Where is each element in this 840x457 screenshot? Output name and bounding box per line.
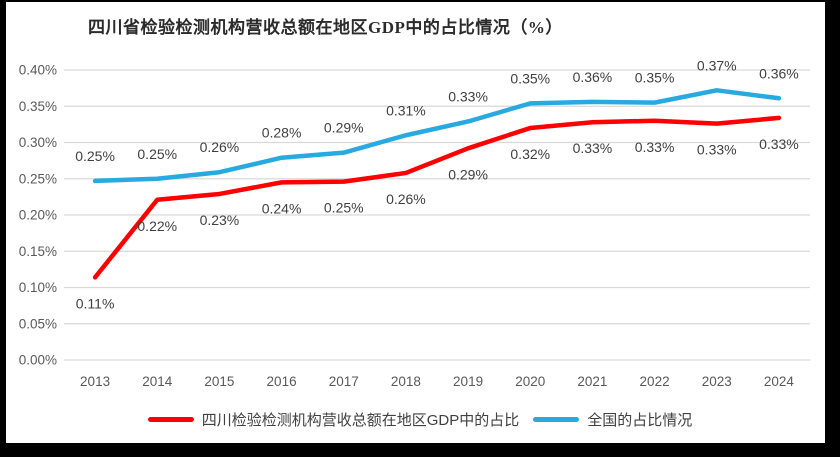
national-data-label: 0.28% — [262, 125, 302, 141]
sichuan-data-label: 0.33% — [759, 136, 799, 152]
national-data-label: 0.37% — [697, 57, 737, 73]
x-axis-tick-label: 2017 — [329, 374, 359, 389]
y-axis-tick-label: 0.10% — [19, 280, 57, 295]
x-axis-tick-label: 2019 — [453, 374, 483, 389]
sichuan-data-label: 0.26% — [386, 191, 426, 207]
chart-panel — [6, 2, 825, 443]
sichuan-data-label: 0.29% — [448, 166, 488, 182]
y-axis-tick-label: 0.30% — [19, 135, 57, 150]
y-axis-tick-label: 0.25% — [19, 171, 57, 186]
x-axis-tick-label: 2014 — [142, 374, 173, 389]
legend-label: 全国的占比情况 — [587, 411, 693, 429]
sichuan-data-label: 0.33% — [573, 140, 613, 156]
y-axis-tick-label: 0.40% — [19, 63, 57, 78]
sichuan-data-label: 0.33% — [635, 139, 675, 155]
x-axis-tick-label: 2015 — [204, 374, 234, 389]
x-axis-tick-label: 2016 — [267, 374, 297, 389]
sichuan-data-label: 0.24% — [262, 200, 302, 216]
national-data-label: 0.36% — [759, 65, 799, 81]
national-series-line — [92, 88, 782, 184]
national-data-label: 0.31% — [386, 102, 426, 118]
sichuan-data-label: 0.33% — [697, 142, 737, 158]
x-axis-tick-label: 2013 — [80, 374, 110, 389]
legend-swatch-sichuan-icon — [147, 416, 194, 422]
x-axis-tick-label: 2021 — [577, 374, 607, 389]
legend: 四川检验检测机构营收总额在地区GDP中的占比 全国的占比情况 — [0, 406, 840, 432]
sichuan-data-label: 0.25% — [324, 200, 364, 216]
sichuan-data-label: 0.22% — [137, 218, 177, 234]
y-axis-tick-label: 0.15% — [19, 244, 57, 259]
sichuan-data-label: 0.11% — [76, 295, 115, 311]
sichuan-series-line — [92, 115, 782, 280]
x-axis-tick-label: 2023 — [702, 374, 732, 389]
national-data-label: 0.26% — [200, 139, 240, 155]
national-data-label: 0.33% — [448, 88, 488, 104]
legend-item-sichuan: 四川检验检测机构营收总额在地区GDP中的占比 — [147, 409, 520, 430]
y-axis-tick-label: 0.00% — [19, 353, 57, 368]
legend-swatch-national-icon — [533, 416, 580, 422]
y-axis-tick-label: 0.05% — [19, 316, 57, 331]
x-axis-tick-label: 2024 — [764, 374, 795, 389]
national-data-label: 0.35% — [510, 70, 550, 86]
national-data-label: 0.29% — [324, 120, 364, 136]
y-axis-tick-label: 0.35% — [19, 99, 57, 114]
x-axis-tick-label: 2022 — [640, 374, 670, 389]
x-axis-tick-label: 2018 — [391, 374, 421, 389]
chart-title: 四川省检验检测机构营收总额在地区GDP中的占比情况（%） — [88, 18, 563, 37]
sichuan-data-label: 0.23% — [200, 212, 240, 228]
sichuan-data-label: 0.32% — [510, 146, 550, 162]
legend-label: 四川检验检测机构营收总额在地区GDP中的占比 — [201, 411, 520, 429]
legend-item-national: 全国的占比情况 — [533, 409, 692, 430]
national-data-label: 0.36% — [573, 69, 613, 85]
national-data-label: 0.35% — [635, 70, 675, 86]
national-data-label: 0.25% — [75, 148, 115, 164]
x-axis-tick-label: 2020 — [515, 374, 545, 389]
national-data-label: 0.25% — [137, 146, 177, 162]
y-axis-tick-label: 0.20% — [19, 208, 57, 223]
